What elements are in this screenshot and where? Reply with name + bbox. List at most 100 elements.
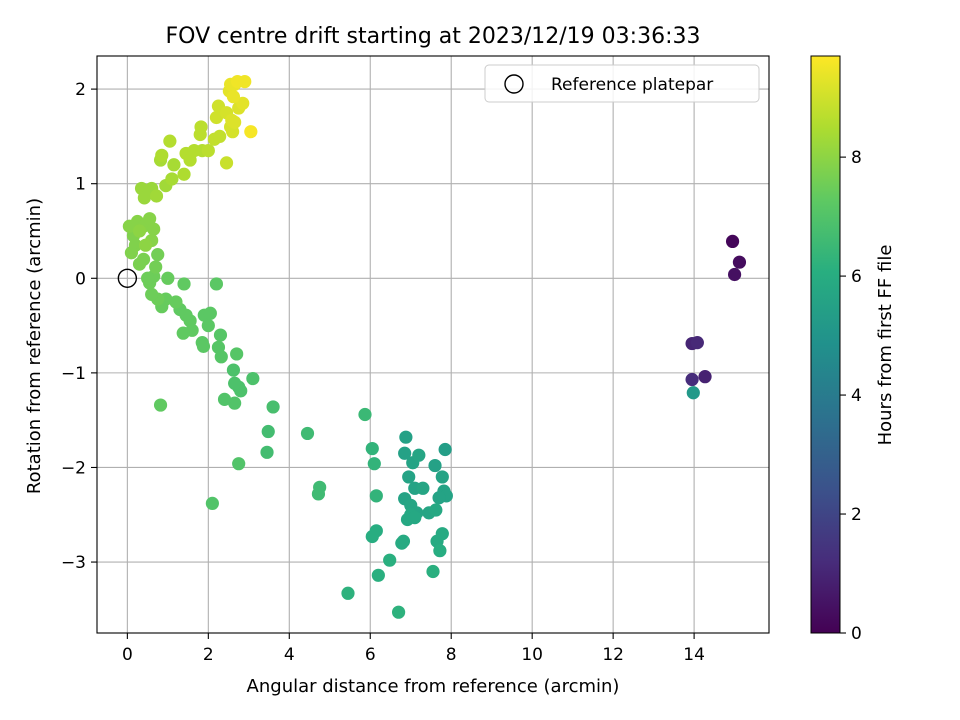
data-point	[203, 306, 217, 320]
x-tick-label: 0	[122, 645, 133, 665]
data-point	[429, 503, 443, 517]
colorbar-gradient	[810, 55, 841, 634]
data-point	[225, 113, 239, 127]
data-point	[266, 400, 280, 414]
data-point	[169, 295, 183, 309]
colorbar: 0 2 4 6 8 Hours from first FF file	[810, 55, 896, 644]
x-axis-label: Angular distance from reference (arcmin)	[247, 676, 620, 697]
data-point	[226, 90, 241, 104]
data-point	[698, 370, 712, 384]
data-point	[194, 120, 208, 134]
data-point	[205, 496, 219, 511]
data-point	[145, 287, 159, 301]
y-tick-label: −3	[61, 553, 86, 573]
data-point	[358, 407, 372, 422]
data-point	[132, 224, 147, 238]
data-point	[433, 544, 447, 558]
x-tick-label: 8	[446, 645, 457, 665]
colorbar-tick-label: 6	[851, 267, 862, 287]
scatter-points	[122, 74, 747, 619]
data-point	[238, 74, 252, 89]
colorbar-tick-label: 2	[851, 505, 862, 525]
data-point	[365, 529, 379, 544]
data-point	[147, 222, 161, 236]
data-point	[732, 255, 747, 269]
data-point	[367, 457, 381, 471]
data-point	[201, 318, 215, 333]
data-point	[383, 553, 397, 567]
reference-platepar-marker	[117, 268, 138, 288]
data-point	[261, 424, 275, 439]
data-point	[219, 156, 234, 170]
data-point	[725, 234, 740, 248]
x-tick-label: 14	[683, 645, 705, 665]
legend: Reference platepar	[484, 64, 760, 103]
y-axis-ticks: −3 −2 −1 0 1 2	[61, 80, 97, 573]
data-point	[155, 148, 169, 162]
x-axis-ticks: 0 2 4 6 8 10 12 14	[122, 633, 705, 665]
data-point	[438, 442, 452, 457]
data-point	[402, 470, 416, 484]
data-point	[311, 487, 326, 501]
y-tick-label: 0	[75, 269, 86, 289]
data-point	[153, 398, 168, 412]
data-point	[690, 336, 704, 350]
data-point	[209, 110, 224, 125]
x-tick-label: 10	[521, 645, 543, 665]
data-point	[217, 392, 232, 406]
data-point	[416, 481, 430, 495]
plot-frame	[96, 55, 770, 634]
data-point	[399, 430, 413, 444]
x-tick-label: 2	[203, 645, 214, 665]
data-point	[398, 446, 412, 460]
chart-title: FOV centre drift starting at 2023/12/19 …	[166, 24, 701, 49]
data-point	[177, 167, 191, 181]
data-point	[236, 96, 250, 110]
colorbar-tick-label: 4	[851, 386, 862, 406]
data-point	[371, 568, 385, 582]
data-point	[365, 441, 379, 456]
colorbar-label: Hours from first FF file	[875, 245, 896, 446]
data-point	[141, 271, 155, 285]
colorbar-tick-label: 8	[851, 148, 862, 168]
data-point	[246, 371, 260, 386]
data-point	[163, 134, 177, 148]
data-point	[143, 212, 157, 226]
data-point	[232, 457, 246, 471]
data-point	[124, 246, 139, 260]
data-point	[228, 396, 242, 410]
data-point	[149, 189, 164, 203]
data-point	[426, 564, 440, 579]
data-point	[151, 248, 165, 262]
data-point	[165, 172, 179, 186]
data-point	[132, 257, 147, 271]
data-point	[201, 143, 215, 158]
data-point	[391, 605, 406, 619]
data-point	[341, 586, 355, 600]
y-tick-label: 1	[75, 175, 86, 195]
y-tick-label: −2	[61, 458, 86, 478]
data-point	[412, 448, 426, 462]
data-point	[432, 491, 446, 505]
data-point	[686, 386, 700, 400]
colorbar-ticks: 0 2 4 6 8	[840, 148, 862, 644]
data-point	[167, 158, 181, 172]
data-point	[685, 372, 699, 387]
data-point	[211, 340, 226, 354]
data-point	[395, 536, 409, 550]
data-point	[213, 328, 228, 342]
data-point	[228, 376, 242, 390]
data-point	[209, 277, 224, 291]
data-point	[137, 191, 151, 205]
data-point	[244, 125, 258, 139]
data-point	[428, 458, 442, 473]
x-tick-label: 12	[602, 645, 624, 665]
data-point	[177, 277, 191, 291]
data-point	[230, 347, 244, 361]
data-point	[369, 489, 383, 503]
data-point	[149, 260, 163, 274]
data-point	[300, 426, 315, 441]
x-tick-label: 6	[365, 645, 376, 665]
y-tick-label: 2	[75, 80, 86, 100]
data-point	[196, 339, 211, 353]
